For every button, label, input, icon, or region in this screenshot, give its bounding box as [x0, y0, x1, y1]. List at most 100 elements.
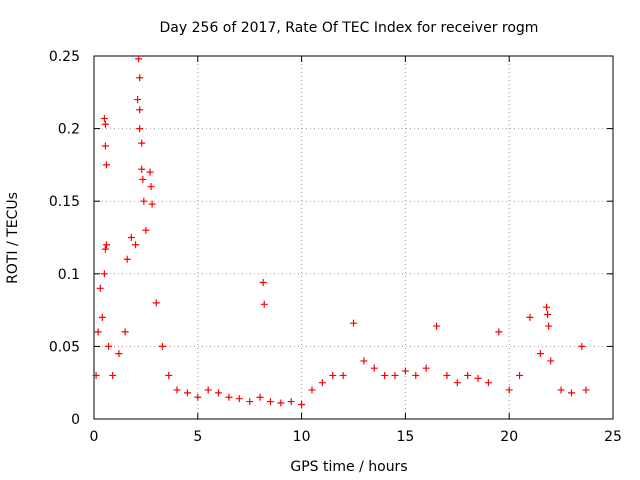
data-point	[256, 393, 264, 401]
data-point	[136, 106, 144, 114]
data-point	[127, 234, 135, 241]
data-point	[329, 371, 337, 379]
data-point	[547, 357, 555, 365]
data-point	[464, 371, 472, 379]
data-point	[259, 279, 267, 287]
data-point	[443, 371, 451, 379]
data-point	[495, 328, 503, 336]
data-point	[92, 371, 100, 379]
data-point	[260, 300, 268, 308]
data-point	[412, 371, 420, 379]
data-point	[543, 303, 551, 311]
data-point	[102, 161, 110, 169]
data-point	[308, 386, 316, 394]
data-point	[582, 386, 590, 394]
plot-frame	[93, 55, 614, 420]
data-point	[132, 241, 140, 249]
y-tick-label: 0	[71, 412, 80, 428]
data-point	[142, 226, 150, 234]
y-tick-label: 0.1	[58, 267, 80, 283]
y-axis-title: ROTI / TECUs	[5, 192, 21, 284]
x-tick-label: 20	[500, 429, 518, 445]
data-point	[536, 350, 544, 358]
data-point	[339, 371, 347, 379]
x-tick-label: 5	[193, 429, 202, 445]
data-point	[109, 371, 117, 379]
data-point	[165, 371, 173, 379]
data-point	[422, 364, 430, 372]
data-point	[98, 313, 106, 321]
data-point	[545, 322, 553, 330]
data-point	[266, 398, 274, 406]
data-point	[401, 367, 409, 375]
data-point	[140, 197, 148, 205]
x-axis-title: GPS time / hours	[290, 459, 407, 475]
y-tick-label: 0.15	[49, 194, 80, 210]
data-point	[215, 389, 223, 397]
data-point	[391, 371, 399, 379]
data-point	[138, 165, 146, 173]
data-point	[567, 389, 575, 397]
y-tick-label: 0.2	[58, 122, 80, 138]
axis-ticks: 0 5 10 15 20 25 0 0.05 0.1 0.15 0.2 0.25	[49, 49, 622, 445]
x-tick-label: 10	[293, 429, 311, 445]
data-point	[557, 386, 565, 394]
data-point	[225, 393, 233, 401]
data-point	[516, 371, 524, 379]
data-point	[235, 395, 243, 403]
y-tick-label: 0.25	[49, 49, 80, 65]
data-point	[121, 328, 129, 336]
data-point	[526, 313, 534, 321]
chart-title: Day 256 of 2017, Rate Of TEC Index for r…	[160, 20, 539, 36]
x-tick-label: 25	[604, 429, 622, 445]
data-point	[453, 379, 461, 387]
data-point	[105, 342, 113, 350]
data-points	[92, 55, 590, 408]
data-point	[136, 125, 144, 133]
data-point	[381, 371, 389, 379]
data-point	[173, 386, 181, 394]
data-point	[101, 120, 109, 128]
data-point	[135, 55, 143, 63]
data-point	[115, 350, 123, 358]
data-point	[318, 379, 326, 387]
data-point	[277, 399, 285, 407]
data-point	[102, 241, 110, 249]
data-point	[194, 393, 202, 401]
data-point	[433, 322, 441, 330]
data-point	[100, 270, 108, 278]
data-point	[152, 299, 160, 307]
data-point	[136, 74, 144, 82]
data-point	[544, 310, 552, 318]
data-point	[287, 398, 295, 406]
data-point	[101, 142, 109, 150]
data-point	[123, 255, 131, 263]
data-point	[183, 389, 191, 397]
data-point	[96, 284, 104, 292]
data-point	[505, 386, 513, 394]
data-point	[350, 319, 357, 327]
data-point	[101, 245, 109, 253]
data-point	[148, 200, 156, 208]
data-point	[484, 379, 492, 387]
data-point	[147, 183, 155, 191]
data-point	[204, 386, 212, 394]
data-point	[360, 357, 368, 365]
data-point	[139, 175, 147, 183]
data-point	[298, 400, 306, 408]
data-point	[474, 374, 482, 382]
data-point	[100, 114, 108, 122]
data-point	[146, 168, 154, 176]
x-tick-label: 15	[396, 429, 414, 445]
data-point	[94, 328, 102, 336]
x-tick-label: 0	[90, 429, 99, 445]
y-tick-label: 0.05	[49, 339, 80, 355]
data-point	[246, 398, 254, 406]
data-point	[138, 139, 146, 147]
grid	[94, 56, 613, 419]
data-point	[370, 364, 378, 372]
data-point	[134, 96, 142, 104]
data-point	[159, 342, 167, 350]
data-point	[578, 342, 586, 350]
